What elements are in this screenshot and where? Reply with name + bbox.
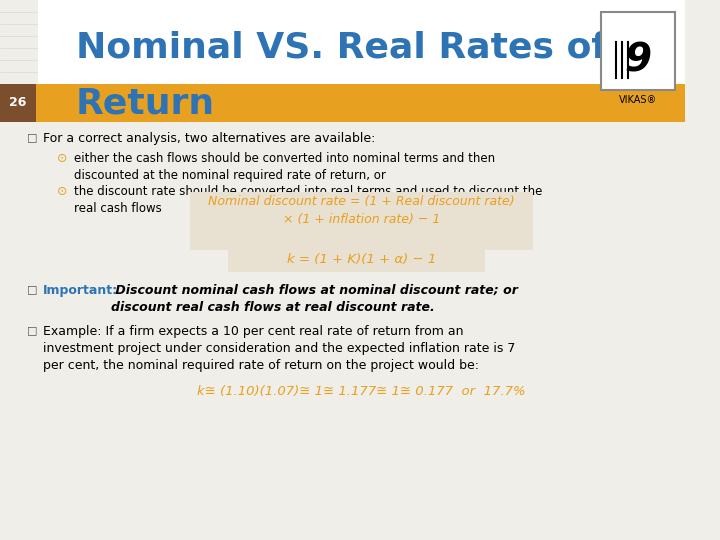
Text: Nominal VS. Real Rates of: Nominal VS. Real Rates of bbox=[76, 30, 607, 64]
Text: 9: 9 bbox=[625, 42, 652, 80]
Text: Return: Return bbox=[76, 87, 215, 121]
Text: × (1 + inflation rate) − 1: × (1 + inflation rate) − 1 bbox=[283, 213, 440, 226]
Text: either the cash flows should be converted into nominal terms and then
discounted: either the cash flows should be converte… bbox=[74, 152, 495, 182]
Text: Example: If a firm expects a 10 per cent real rate of return from an
investment : Example: If a firm expects a 10 per cent… bbox=[42, 325, 516, 372]
Text: □: □ bbox=[27, 284, 37, 294]
Text: □: □ bbox=[27, 325, 37, 335]
FancyBboxPatch shape bbox=[0, 122, 685, 540]
Text: Important:: Important: bbox=[42, 284, 118, 297]
Text: k≅ (1.10)(1.07)≅ 1≅ 1.177≅ 1≅ 0.177  or  17.7%: k≅ (1.10)(1.07)≅ 1≅ 1.177≅ 1≅ 0.177 or 1… bbox=[197, 385, 526, 398]
Text: ⊙: ⊙ bbox=[57, 185, 68, 198]
FancyBboxPatch shape bbox=[228, 250, 485, 272]
Text: Discount nominal cash flows at nominal discount rate; or
discount real cash flow: Discount nominal cash flows at nominal d… bbox=[112, 284, 518, 314]
FancyBboxPatch shape bbox=[0, 84, 36, 122]
FancyBboxPatch shape bbox=[601, 12, 675, 90]
Text: the discount rate should be converted into real terms and used to discount the
r: the discount rate should be converted in… bbox=[74, 185, 543, 215]
Text: 26: 26 bbox=[9, 97, 27, 110]
Text: VIKAS®: VIKAS® bbox=[619, 95, 657, 105]
Text: ⊙: ⊙ bbox=[57, 152, 68, 165]
FancyBboxPatch shape bbox=[190, 192, 533, 250]
FancyBboxPatch shape bbox=[38, 0, 685, 120]
Text: □: □ bbox=[27, 132, 37, 142]
Text: k = (1 + K)(1 + α) − 1: k = (1 + K)(1 + α) − 1 bbox=[287, 253, 436, 267]
Text: For a correct analysis, two alternatives are available:: For a correct analysis, two alternatives… bbox=[42, 132, 375, 145]
Text: Nominal discount rate = (1 + Real discount rate): Nominal discount rate = (1 + Real discou… bbox=[208, 195, 515, 208]
FancyBboxPatch shape bbox=[0, 84, 685, 122]
